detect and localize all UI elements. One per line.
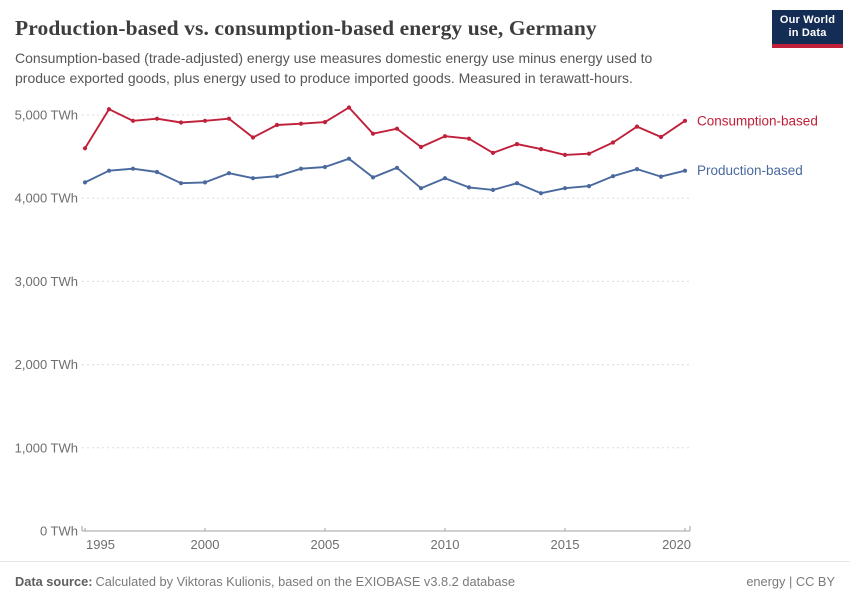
x-tick-label: 2020 — [662, 537, 691, 552]
data-point-production-based — [442, 176, 448, 181]
y-tick-label: 4,000 TWh — [15, 191, 78, 206]
data-point-production-based — [130, 166, 136, 171]
data-point-consumption-based — [298, 121, 304, 126]
data-point-consumption-based — [178, 120, 184, 125]
data-point-consumption-based — [130, 118, 136, 123]
data-point-consumption-based — [682, 118, 688, 123]
data-point-production-based — [274, 174, 280, 179]
data-point-consumption-based — [226, 116, 232, 121]
data-point-production-based — [466, 185, 472, 190]
data-point-consumption-based — [346, 105, 352, 110]
owid-logo[interactable]: Our World in Data — [772, 10, 843, 48]
data-point-consumption-based — [490, 150, 496, 155]
series-line-production-based — [84, 157, 686, 195]
x-tick-label: 2010 — [431, 537, 460, 552]
series-end-label-consumption-based: Consumption-based — [697, 113, 818, 128]
data-point-production-based — [610, 174, 616, 179]
data-point-production-based — [178, 181, 184, 186]
data-point-consumption-based — [274, 122, 280, 128]
x-tick-label: 2015 — [551, 537, 580, 552]
chart-subtitle: Consumption-based (trade-adjusted) energ… — [15, 49, 835, 89]
chart-footer: Data source: Calculated by Viktoras Kulio… — [0, 561, 850, 600]
chart-subtitle-line2: produce exported goods, plus energy used… — [15, 69, 633, 86]
data-point-consumption-based — [538, 147, 544, 152]
x-tick-label: 2005 — [311, 537, 340, 552]
owid-logo-line2: in Data — [788, 27, 827, 39]
data-point-consumption-based — [466, 136, 472, 141]
data-point-consumption-based — [514, 142, 520, 147]
y-tick-label: 3,000 TWh — [15, 274, 78, 289]
data-point-production-based — [682, 168, 688, 173]
data-point-production-based — [322, 164, 328, 170]
data-point-consumption-based — [586, 151, 592, 156]
data-point-consumption-based — [562, 152, 568, 157]
data-point-consumption-based — [394, 126, 400, 131]
y-tick-label: 2,000 TWh — [15, 357, 78, 372]
owid-logo-line1: Our World — [779, 14, 836, 26]
data-point-production-based — [394, 165, 400, 170]
data-point-production-based — [154, 169, 160, 175]
data-point-production-based — [586, 184, 592, 189]
y-tick-label: 1,000 TWh — [15, 440, 78, 455]
data-point-production-based — [226, 171, 232, 176]
data-source-text: Calculated by Viktoras Kulionis, based o… — [95, 573, 516, 589]
y-tick-label: 5,000 TWh — [15, 108, 78, 123]
data-point-consumption-based — [106, 107, 112, 112]
data-point-production-based — [202, 180, 208, 185]
data-point-consumption-based — [322, 120, 328, 125]
data-point-consumption-based — [250, 135, 256, 140]
data-point-consumption-based — [202, 118, 208, 123]
data-point-production-based — [298, 166, 304, 171]
data-point-production-based — [514, 181, 520, 186]
data-source: Data source: Calculated by Viktoras Kulio… — [15, 574, 515, 589]
data-point-consumption-based — [610, 140, 616, 145]
chart-header: Production-based vs. consumption-based e… — [0, 0, 850, 89]
data-point-production-based — [562, 186, 568, 191]
data-point-production-based — [106, 168, 112, 173]
data-point-production-based — [82, 180, 88, 185]
chart-subtitle-line1: Consumption-based (trade-adjusted) energ… — [15, 49, 653, 66]
series-end-label-production-based: Production-based — [697, 163, 803, 178]
data-point-production-based — [370, 175, 376, 180]
data-point-consumption-based — [634, 124, 640, 129]
data-point-production-based — [490, 187, 496, 192]
page-title: Production-based vs. consumption-based e… — [15, 16, 597, 40]
data-source-label: Data source: — [15, 573, 93, 589]
data-point-production-based — [418, 186, 424, 191]
data-point-consumption-based — [658, 134, 664, 140]
data-point-production-based — [658, 174, 664, 179]
y-tick-label: 0 TWh — [40, 524, 78, 539]
data-point-production-based — [634, 167, 640, 172]
data-point-consumption-based — [82, 146, 88, 151]
data-point-consumption-based — [442, 134, 448, 139]
x-tick-label: 1995 — [86, 537, 115, 552]
data-point-production-based — [250, 176, 256, 181]
series-line-consumption-based — [84, 106, 686, 156]
data-point-consumption-based — [154, 116, 160, 121]
data-point-consumption-based — [370, 131, 376, 136]
license-link[interactable]: energy | CC BY — [746, 573, 835, 589]
data-point-consumption-based — [418, 144, 424, 150]
data-point-production-based — [346, 156, 352, 161]
x-tick-label: 2000 — [191, 537, 220, 552]
data-point-production-based — [538, 191, 544, 196]
